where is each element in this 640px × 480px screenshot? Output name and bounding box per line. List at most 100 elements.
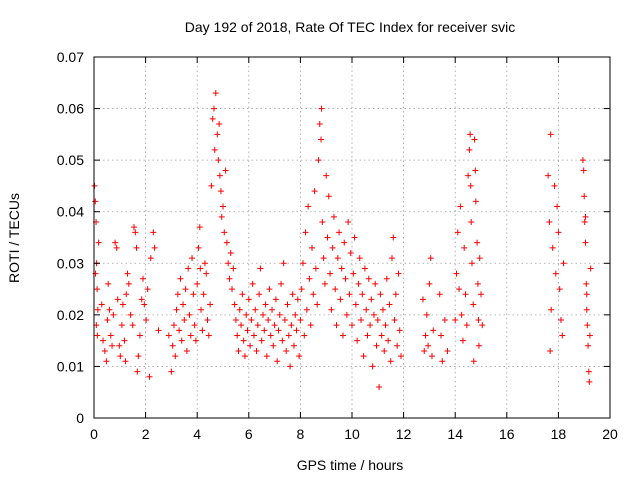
data-point	[299, 260, 306, 267]
data-point	[216, 172, 223, 179]
data-point	[547, 131, 554, 138]
data-point	[394, 342, 401, 349]
data-point	[293, 327, 300, 334]
data-point	[136, 332, 143, 339]
data-point	[587, 265, 594, 272]
data-point	[232, 317, 239, 324]
y-tick-label: 0	[76, 410, 84, 426]
data-point	[479, 322, 486, 329]
data-point	[583, 280, 590, 287]
data-point	[98, 301, 105, 308]
data-point	[358, 317, 365, 324]
y-tick-label: 0.03	[57, 255, 84, 271]
data-point	[200, 291, 207, 298]
data-point	[109, 342, 116, 349]
data-point	[249, 280, 256, 287]
data-point	[216, 121, 223, 128]
data-point	[279, 337, 286, 344]
data-point	[222, 167, 229, 174]
data-point	[586, 332, 593, 339]
data-point	[155, 327, 162, 334]
data-point	[185, 265, 192, 272]
data-point	[474, 239, 481, 246]
data-point	[345, 219, 352, 226]
data-point	[297, 317, 304, 324]
data-point	[382, 322, 389, 329]
data-point	[458, 311, 465, 318]
data-point	[289, 291, 296, 298]
data-point	[256, 291, 263, 298]
data-point	[211, 146, 218, 153]
y-tick-label: 0.02	[57, 307, 84, 323]
data-point	[318, 136, 325, 143]
data-point	[259, 311, 266, 318]
data-point	[130, 224, 137, 231]
data-point	[247, 342, 254, 349]
data-point	[356, 255, 363, 262]
data-point	[307, 322, 314, 329]
data-point	[462, 291, 469, 298]
data-point	[254, 322, 261, 329]
data-point	[475, 342, 482, 349]
data-point	[191, 322, 198, 329]
data-point	[559, 332, 566, 339]
data-point	[325, 193, 332, 200]
data-point	[545, 172, 552, 179]
data-point	[92, 270, 99, 277]
x-tick-label: 0	[90, 426, 98, 442]
data-point	[270, 342, 277, 349]
data-point	[165, 332, 172, 339]
data-point	[585, 342, 592, 349]
data-point	[132, 229, 139, 236]
data-point	[181, 317, 188, 324]
data-point	[454, 229, 461, 236]
data-point	[467, 131, 474, 138]
data-point	[190, 291, 197, 298]
data-point	[311, 188, 318, 195]
data-point	[359, 291, 366, 298]
data-point	[374, 317, 381, 324]
data-point	[339, 332, 346, 339]
data-point	[472, 167, 479, 174]
x-tick-label: 2	[142, 426, 150, 442]
data-point	[217, 188, 224, 195]
data-point	[198, 306, 205, 313]
data-point	[257, 265, 264, 272]
data-point	[381, 347, 388, 354]
data-point	[321, 280, 328, 287]
data-point	[265, 317, 272, 324]
data-point	[230, 265, 237, 272]
data-point	[580, 167, 587, 174]
x-tick-label: 8	[297, 426, 305, 442]
data-point	[280, 260, 287, 267]
data-point	[314, 301, 321, 308]
data-point	[285, 332, 292, 339]
data-point	[119, 301, 126, 308]
data-point	[123, 291, 130, 298]
data-point	[474, 280, 481, 287]
data-point	[117, 353, 124, 360]
x-tick-label: 4	[193, 426, 201, 442]
data-point	[183, 347, 190, 354]
data-point	[225, 260, 232, 267]
data-point	[182, 286, 189, 293]
data-point	[377, 291, 384, 298]
data-point	[252, 306, 259, 313]
data-point	[329, 244, 336, 251]
data-point	[338, 265, 345, 272]
data-point	[423, 311, 430, 318]
data-point	[114, 296, 121, 303]
data-point	[118, 322, 125, 329]
data-point	[227, 249, 234, 256]
data-point	[560, 260, 567, 267]
data-point	[438, 332, 445, 339]
data-point	[361, 265, 368, 272]
data-point	[332, 286, 339, 293]
data-point	[436, 291, 443, 298]
data-point	[94, 306, 101, 313]
data-point	[352, 301, 359, 308]
data-point	[290, 342, 297, 349]
data-point	[266, 286, 273, 293]
data-point	[390, 234, 397, 241]
data-point	[294, 296, 301, 303]
